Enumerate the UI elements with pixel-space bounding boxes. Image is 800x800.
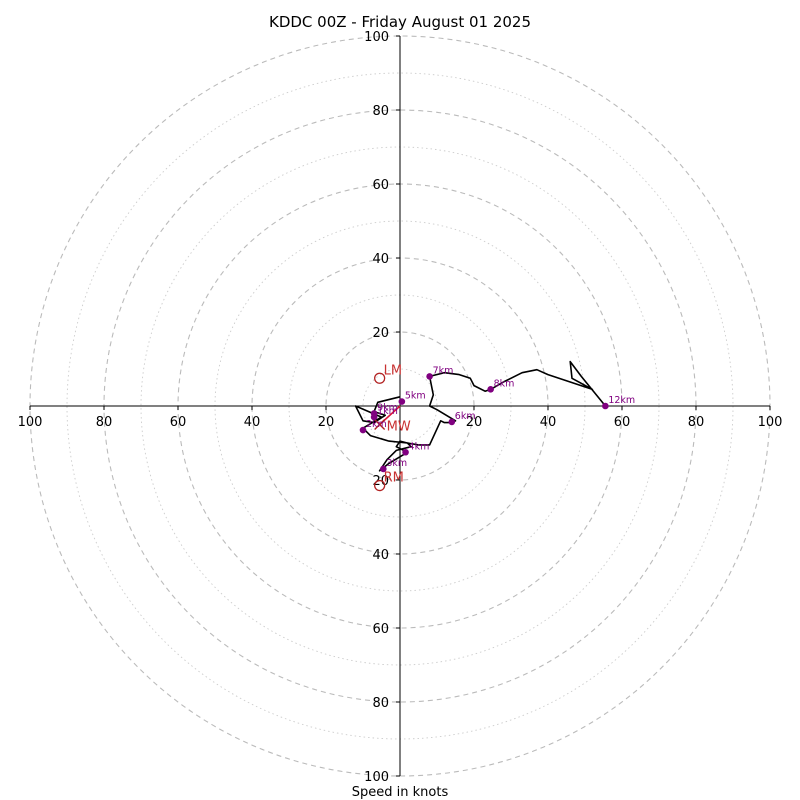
height-marker-point — [602, 402, 609, 410]
x-axis-label: Speed in knots — [352, 785, 449, 800]
right-mover-marker — [373, 479, 386, 492]
height-marker-point — [487, 386, 494, 393]
height-marker-point — [398, 398, 406, 405]
height-marker-label: 6km — [455, 411, 476, 422]
mean-wind-x-marker — [374, 419, 386, 430]
x-tick-label-left: 20 — [318, 415, 335, 430]
x-tick-label-right: 40 — [540, 415, 557, 430]
x-tick-label-right: 100 — [758, 415, 783, 430]
x-tick-label-left: 60 — [170, 415, 187, 430]
x-tick-label-left: 40 — [244, 415, 261, 430]
height-marker-label: 9km — [377, 402, 398, 413]
y-tick-label-top: 20 — [372, 326, 389, 341]
height-marker-label: 4km — [409, 441, 430, 452]
y-tick-label-bottom: 100 — [364, 770, 389, 785]
height-marker-label: 1km — [377, 406, 398, 417]
height-marker-label: 5km — [405, 391, 426, 402]
height-marker-point — [370, 413, 378, 421]
height-marker-point — [426, 373, 433, 380]
y-tick-label-bottom: 60 — [372, 622, 389, 637]
y-tick-label-top: 60 — [372, 178, 389, 193]
height-marker-label: 7km — [433, 365, 454, 376]
height-marker-label: 12km — [608, 395, 635, 406]
y-tick-label-top: 40 — [372, 252, 389, 267]
height-marker-point — [402, 448, 409, 456]
height-marker-label: 8km — [494, 378, 515, 389]
y-tick-label-bottom: 80 — [372, 696, 389, 711]
y-tick-label-top: 80 — [372, 104, 389, 119]
x-tick-label-right: 20 — [466, 415, 483, 430]
height-marker-label: 3km — [386, 458, 407, 469]
wind-trace — [354, 360, 607, 472]
x-tick-label-right: 60 — [614, 415, 631, 430]
storm-motion-markers: LM RM MW — [373, 363, 411, 492]
left-mover-marker — [373, 372, 386, 384]
mean-wind-label: MW — [387, 420, 411, 435]
right-mover-label: RM — [384, 471, 404, 486]
y-tick-label-bottom: 40 — [372, 548, 389, 563]
height-marker-point — [448, 418, 456, 426]
hodograph-trace — [354, 360, 607, 472]
y-tick-label-top: 100 — [364, 30, 389, 45]
left-mover-label: LM — [384, 363, 402, 378]
height-marker-label: 2km — [366, 419, 387, 430]
x-tick-label-left: 80 — [96, 415, 113, 430]
height-marker-point — [380, 465, 387, 473]
x-tick-label-left: 100 — [18, 415, 43, 430]
x-tick-label-right: 80 — [688, 415, 705, 430]
chart-title: KDDC 00Z - Friday August 01 2025 — [269, 13, 531, 31]
height-marker-point — [359, 426, 367, 434]
